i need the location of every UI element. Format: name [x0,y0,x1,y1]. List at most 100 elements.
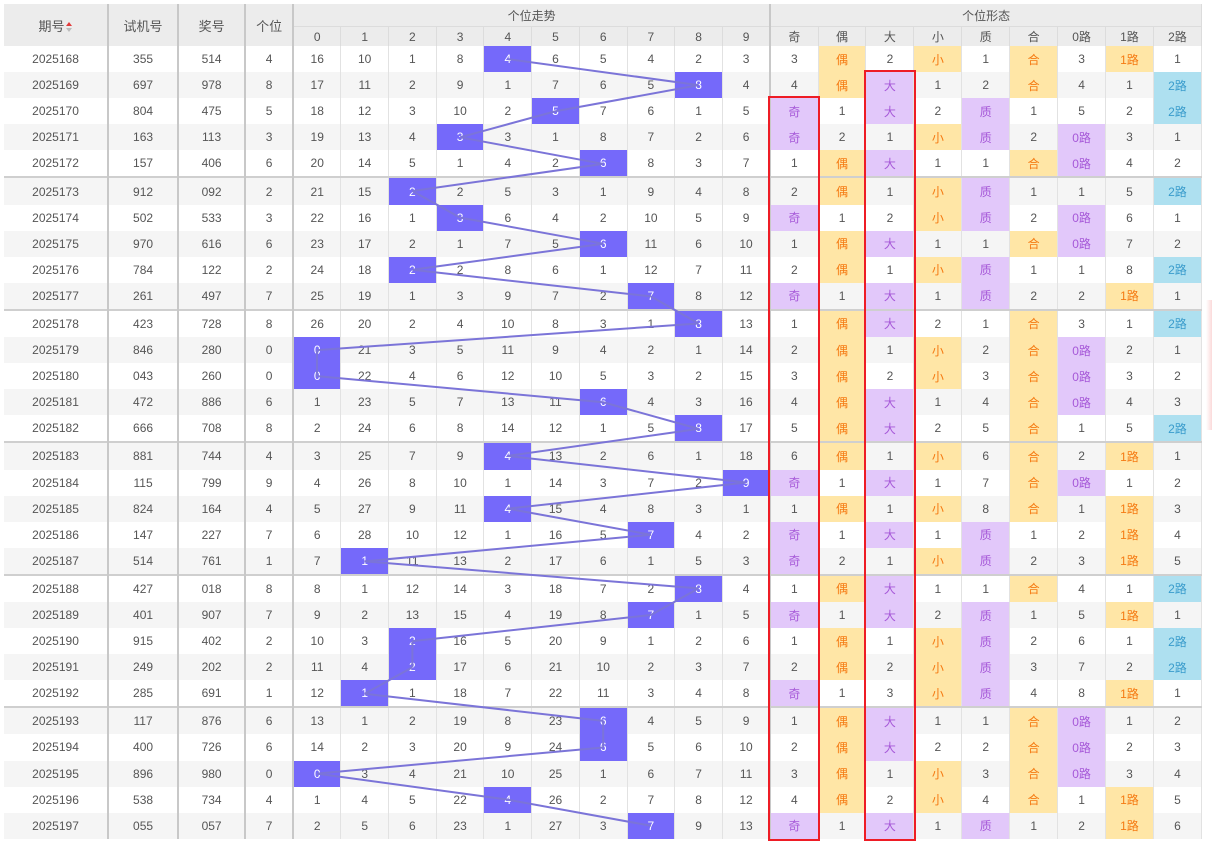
form-cell-6: 4 [1057,573,1107,602]
form-cell-1: 偶 [818,72,867,99]
form-cell-8: 3 [1153,495,1203,522]
form-cell-2: 2 [865,786,915,813]
table-row: 2025195 896 980 0 0 3 4 21 10 25 1 6 7 11 3 偶 1 小 3 合 0路 3 4 [4,760,1203,787]
trend-miss-cell: 3 [388,734,437,761]
form-cell-8: 5 [1153,786,1203,813]
form-cell-7: 1 [1105,573,1154,602]
trend-miss-cell: 8 [579,124,628,151]
form-cell-6: 8 [1057,680,1107,708]
form-cell-6: 1 [1057,176,1107,205]
trend-miss-cell: 1 [388,282,437,310]
trend-hit-cell: 4 [483,495,533,522]
trend-miss-cell: 10 [579,654,628,681]
trial-number-cell: 285 [108,680,180,708]
trend-miss-cell: 6 [388,812,437,839]
trend-miss-cell: 2 [627,654,676,681]
trend-miss-cell: 26 [531,786,580,813]
unit-digit-cell: 7 [245,282,295,310]
sort-icon[interactable] [65,22,73,33]
trend-miss-cell: 2 [340,734,390,761]
trend-miss-cell: 1 [388,204,437,231]
trend-miss-cell: 18 [340,256,390,283]
form-cell-8: 1 [1153,337,1203,364]
form-cell-2: 1 [865,176,915,205]
form-cell-4: 质 [961,176,1011,205]
trend-miss-cell: 15 [531,495,580,522]
form-cell-3: 小 [913,680,963,708]
issue-cell: 2025179 [4,337,110,364]
unit-digit-cell: 5 [245,98,295,125]
form-cell-6: 2 [1057,441,1107,470]
form-cell-4: 质 [961,282,1011,310]
form-cell-6: 0路 [1057,124,1107,151]
trend-miss-cell: 1 [293,389,342,416]
form-cell-2: 大 [865,706,915,735]
trend-miss-cell: 9 [436,441,485,470]
form-cell-6: 3 [1057,547,1107,575]
trend-miss-cell: 17 [340,230,390,257]
trend-miss-cell: 1 [436,230,485,257]
unit-digit-cell: 4 [245,495,295,522]
trend-miss-cell: 25 [293,282,342,310]
prize-number-cell: 057 [178,812,247,839]
column-header-issue[interactable]: 期号 [4,4,110,46]
trend-miss-cell: 23 [340,389,390,416]
trend-miss-cell: 21 [293,176,342,205]
trial-number-cell: 355 [108,46,180,73]
trend-miss-cell: 3 [627,363,676,390]
form-cell-5: 合 [1009,415,1059,443]
form-cell-5: 合 [1009,786,1059,813]
trend-miss-cell: 7 [722,654,772,681]
prize-number-cell: 202 [178,654,247,681]
trial-number-cell: 915 [108,628,180,655]
trend-miss-cell: 23 [531,706,580,735]
form-cell-4: 5 [961,415,1011,443]
unit-digit-cell: 4 [245,46,295,73]
form-cell-5: 合 [1009,441,1059,470]
trend-miss-cell: 13 [436,547,485,575]
trend-hit-cell: 3 [436,204,485,231]
form-cell-2: 大 [865,72,915,99]
trial-number-cell: 157 [108,150,180,178]
form-cell-0: 6 [770,441,819,470]
trial-number-cell: 881 [108,441,180,470]
trend-miss-cell: 2 [579,441,628,470]
form-cell-5: 合 [1009,495,1059,522]
trend-miss-cell: 7 [627,469,676,496]
trend-miss-cell: 24 [531,734,580,761]
trend-hit-cell: 7 [627,521,676,548]
form-cell-6: 4 [1057,72,1107,99]
trend-miss-cell: 3 [722,547,772,575]
trend-miss-cell: 7 [531,282,580,310]
unit-digit-cell: 6 [245,150,295,178]
issue-cell: 2025175 [4,230,110,257]
form-column-header-2: 大 [865,26,915,46]
trend-miss-cell: 6 [531,256,580,283]
form-cell-0: 奇 [770,124,819,151]
form-cell-5: 合 [1009,573,1059,602]
trend-miss-cell: 13 [722,308,772,338]
trend-miss-cell: 14 [483,415,533,443]
trial-number-cell: 055 [108,812,180,839]
form-cell-0: 3 [770,760,819,787]
issue-cell: 2025168 [4,46,110,73]
table-row: 2025181 472 886 6 1 23 5 7 13 11 6 4 3 16 4 偶大 1 4 合 0路 4 3 [4,389,1203,416]
form-cell-8: 4 [1153,760,1203,787]
trend-hit-cell: 6 [579,734,628,761]
trend-miss-cell: 9 [388,495,437,522]
form-column-header-1: 偶 [818,26,867,46]
trend-miss-cell: 1 [436,150,485,178]
trend-miss-cell: 4 [388,124,437,151]
trend-miss-cell: 1 [531,124,580,151]
trend-miss-cell: 12 [436,521,485,548]
trend-miss-cell: 24 [340,415,390,443]
form-cell-4: 质 [961,124,1011,151]
table-row: 2025189 401 907 7 9 2 13 15 4 19 8 7 1 5 奇 1 大 2 质 1 5 1路 1 [4,601,1203,629]
trend-miss-cell: 14 [293,734,342,761]
form-cell-5: 4 [1009,680,1059,708]
form-cell-1: 偶 [818,46,867,73]
form-cell-5: 2 [1009,204,1059,231]
trend-hit-cell: 2 [388,628,437,655]
issue-cell: 2025192 [4,680,110,708]
trend-miss-cell: 4 [483,601,533,629]
